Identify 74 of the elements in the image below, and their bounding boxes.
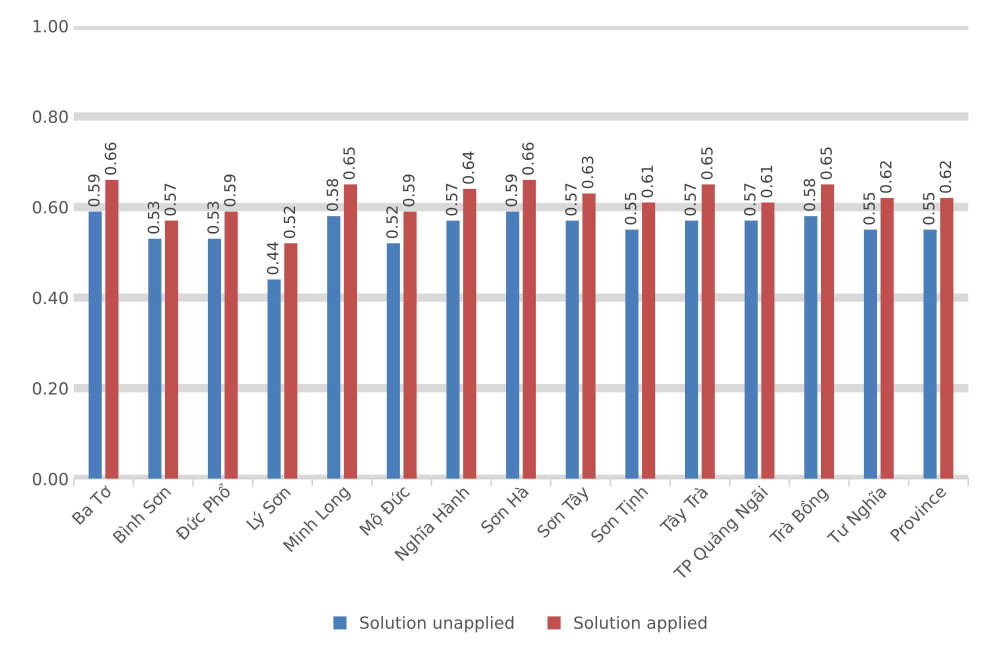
x-tick-label: Sơn Hà xyxy=(479,484,530,534)
y-tick-label: 1.00 xyxy=(34,20,68,32)
data-label: 0.63 xyxy=(582,156,594,188)
data-label: 0.66 xyxy=(522,142,534,175)
data-label: 0.61 xyxy=(760,166,772,198)
bar xyxy=(684,220,698,479)
bar xyxy=(88,212,102,479)
data-label: 0.58 xyxy=(326,178,338,211)
data-label: 0.61 xyxy=(641,166,654,198)
data-label: 0.53 xyxy=(207,202,219,234)
bar xyxy=(164,220,178,479)
x-tick-label: Sơn Tây xyxy=(535,484,592,541)
x-tick-label: Sơn Tịnh xyxy=(590,484,650,546)
y-tick-label: 0.40 xyxy=(32,292,68,304)
data-label: 0.44 xyxy=(266,242,279,274)
bar xyxy=(642,202,656,479)
bar xyxy=(804,216,818,479)
bar xyxy=(864,230,878,479)
bar xyxy=(446,220,460,479)
bar xyxy=(744,220,758,479)
data-label: 0.64 xyxy=(462,152,474,184)
data-label: 0.59 xyxy=(402,174,414,206)
data-label: 0.62 xyxy=(940,161,952,193)
data-label: 0.53 xyxy=(148,202,160,234)
data-label: 0.58 xyxy=(804,178,816,211)
data-label: 0.59 xyxy=(224,174,236,206)
y-tick-label: 0.20 xyxy=(32,382,68,395)
bar xyxy=(268,280,281,479)
data-label: 0.55 xyxy=(922,192,935,225)
y-tick-label: 0.00 xyxy=(32,472,68,486)
bar xyxy=(582,193,596,479)
y-tick-label: 0.80 xyxy=(32,110,68,124)
bar xyxy=(463,188,476,479)
data-label: 0.65 xyxy=(343,148,355,180)
legend-label: Solution unapplied xyxy=(360,616,514,632)
bar xyxy=(344,184,357,479)
bar xyxy=(506,212,520,479)
data-label: 0.52 xyxy=(386,206,398,238)
data-label: 0.66 xyxy=(104,142,116,175)
bar xyxy=(761,202,774,479)
data-label: 0.57 xyxy=(446,184,458,216)
y-tick-label: 0.60 xyxy=(32,201,68,214)
bar xyxy=(224,212,238,479)
bar xyxy=(566,220,579,479)
bar xyxy=(924,230,937,479)
bar xyxy=(625,230,638,479)
bar xyxy=(327,216,340,479)
data-label: 0.52 xyxy=(284,206,296,238)
bar xyxy=(940,198,954,479)
data-label: 0.57 xyxy=(164,184,176,216)
data-label: 0.57 xyxy=(744,184,756,216)
bar xyxy=(208,238,222,479)
data-label: 0.65 xyxy=(701,148,713,180)
bar xyxy=(820,184,834,479)
bar xyxy=(702,184,715,479)
bar xyxy=(386,243,400,479)
bar xyxy=(880,198,894,479)
data-label: 0.59 xyxy=(88,174,100,206)
bar xyxy=(148,238,162,479)
data-label: 0.62 xyxy=(880,161,892,193)
bar xyxy=(105,180,118,479)
data-label: 0.55 xyxy=(624,192,636,225)
bar xyxy=(404,212,417,479)
data-label: 0.59 xyxy=(506,174,518,206)
data-label: 0.55 xyxy=(863,192,875,225)
bar xyxy=(284,243,298,479)
x-tick-label: Lý Sơn xyxy=(245,484,294,533)
x-tick-label: Tây Trà xyxy=(658,484,711,537)
data-label: 0.57 xyxy=(565,184,577,216)
legend-label: Solution applied xyxy=(574,616,706,632)
data-label: 0.57 xyxy=(684,184,696,216)
x-tick-label: Ba Tơ xyxy=(72,484,113,526)
data-label: 0.65 xyxy=(820,148,832,180)
bar xyxy=(522,180,536,479)
